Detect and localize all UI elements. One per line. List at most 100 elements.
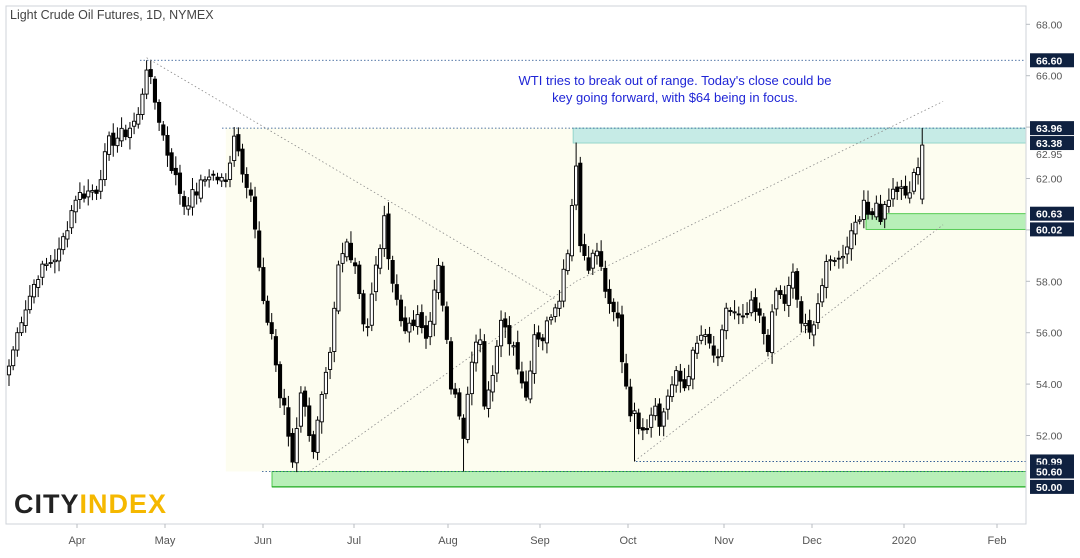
candle-body [315,419,320,453]
candle [849,223,854,261]
candle-body [353,262,358,267]
candle [686,364,691,391]
candle [357,260,362,299]
candle [736,306,741,325]
candle-body [861,199,866,220]
candle-body [278,364,283,399]
candle-body [740,315,745,318]
candle [674,366,679,393]
candle-body [340,253,345,264]
candle [219,173,224,188]
candle-body [336,264,341,312]
candle-body [102,151,107,180]
y-tick-label: 66.00 [1036,71,1062,83]
candle-body [294,428,299,464]
candle [765,329,770,357]
candles-layer [6,60,925,473]
candle-body [252,196,258,230]
candle [419,304,424,334]
candle-body [319,394,324,423]
candle-body [499,319,504,347]
candle-body [686,376,691,387]
candle [553,303,558,323]
candle [152,76,158,110]
candle [115,127,120,153]
price-tag-label: 50.60 [1036,466,1062,478]
candle [695,335,700,359]
candle [636,408,641,435]
candle-body [373,264,379,293]
candle-body [369,293,374,326]
candle-body [52,259,57,263]
price-axis: 68.0066.0064.0062.0060.0058.0056.0054.00… [1026,19,1074,494]
candle-body [248,189,253,196]
candle [544,316,549,354]
candle [415,305,420,335]
candle [461,414,466,472]
candle-body [507,325,512,345]
candle [515,330,520,375]
candle-body [440,265,445,306]
candle-body [811,324,816,336]
candle [386,202,391,270]
candle-body [761,316,766,334]
candle [82,185,87,203]
price-tag-label: 60.63 [1036,209,1062,221]
candle [382,205,387,257]
candle [861,190,866,229]
candle [845,236,850,264]
candle [123,124,128,141]
candle [824,254,829,299]
candle [665,389,670,420]
candle [653,397,658,421]
candle-body [190,189,195,208]
candle [582,233,587,261]
candle [920,128,925,205]
candle [795,268,800,308]
candle-body [699,334,704,341]
candle [619,305,625,374]
candle [603,260,608,299]
candle-body [186,205,191,210]
candle-body [361,293,366,325]
candle-body [469,361,474,395]
candle-body [448,341,454,390]
candle [703,328,708,346]
candle [361,289,366,332]
time-axis: Apr May Jun Jul Aug Sep Oct Nov Dec 2020 Feb [68,524,1006,547]
candle-body [774,290,779,310]
candle [265,295,270,326]
candle-body [148,69,153,77]
candle-body [273,336,278,366]
candle-body [31,283,37,298]
candle [870,207,875,220]
candle [169,148,174,174]
candle [77,182,82,209]
candle-body [115,137,120,147]
candle [390,255,395,293]
candle-body [36,279,41,288]
candle-body [307,405,312,437]
candle [269,313,274,340]
candle-body [227,162,233,180]
candle-body [165,134,170,156]
x-tick-label: Jul [347,535,361,547]
candle [190,177,195,216]
candle [611,298,616,322]
candle [457,388,462,420]
candle [490,365,495,402]
candle-body [711,345,716,356]
candle-body [678,370,683,382]
candle [61,232,66,255]
candle-body [419,312,424,329]
candle-body [882,204,887,220]
price-tag-label: 60.02 [1036,224,1062,236]
candle [323,367,328,399]
candle-body [540,337,545,342]
candle [540,334,545,351]
candle [770,304,775,364]
candle [624,353,629,390]
candle [644,419,650,434]
candle-body [503,318,508,328]
candle [52,249,57,274]
